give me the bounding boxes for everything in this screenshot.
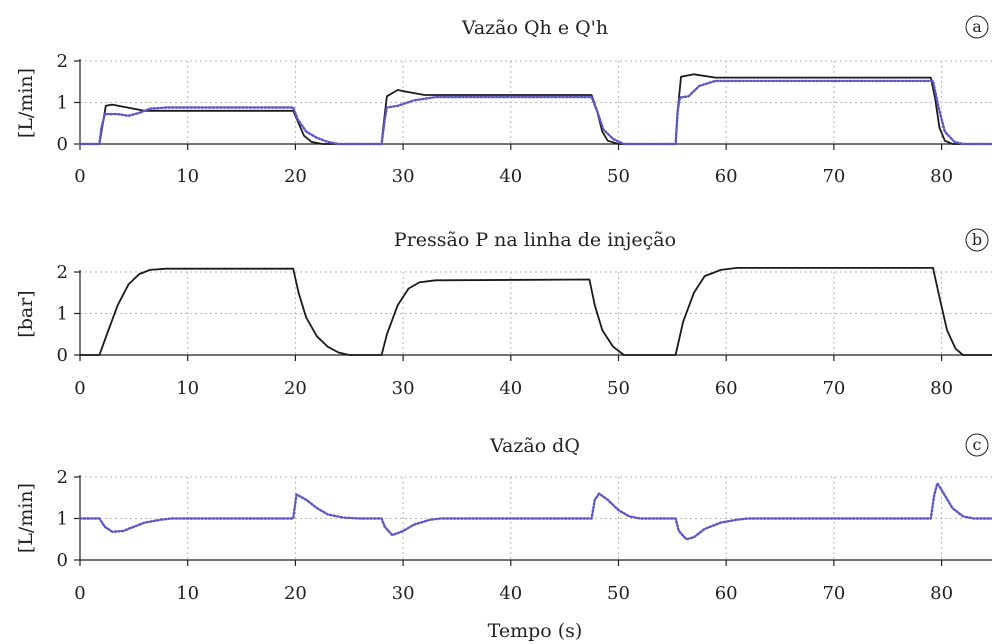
x-tick-label: 10 bbox=[176, 583, 199, 604]
x-tick-label: 20 bbox=[284, 583, 307, 604]
x-tick-label: 80 bbox=[930, 583, 953, 604]
panel-a-label: a bbox=[972, 17, 982, 36]
panel-b-label-badge: b bbox=[965, 228, 989, 252]
x-tick-label: 30 bbox=[392, 378, 415, 399]
panel-b-label-circle bbox=[965, 228, 989, 252]
panel-a-ylabel: [L/min] bbox=[15, 68, 37, 138]
x-tick-label: 60 bbox=[715, 583, 738, 604]
x-tick-label: 10 bbox=[176, 378, 199, 399]
x-tick-label: 70 bbox=[822, 583, 845, 604]
y-tick-label: 0 bbox=[57, 550, 68, 571]
x-tick-label: 0 bbox=[74, 583, 85, 604]
panel-c-ylabel: [L/min] bbox=[15, 483, 37, 553]
x-tick-label: 40 bbox=[499, 583, 522, 604]
x-tick-label: 70 bbox=[822, 378, 845, 399]
series-line-blue bbox=[78, 79, 992, 146]
x-tick-label: 10 bbox=[176, 166, 199, 187]
y-tick-label: 2 bbox=[57, 51, 68, 72]
panel-b-label: b bbox=[972, 230, 982, 249]
x-tick-label: 40 bbox=[499, 378, 522, 399]
series-line-blue bbox=[78, 482, 992, 541]
panel-a-label-badge: a bbox=[965, 15, 989, 39]
x-tick-label: 50 bbox=[607, 166, 630, 187]
panel-b-title: Pressão P na linha de injeção bbox=[394, 229, 676, 251]
y-tick-label: 2 bbox=[57, 262, 68, 283]
x-tick-label: 70 bbox=[822, 166, 845, 187]
x-tick-label: 0 bbox=[74, 166, 85, 187]
panel-b-ylabel: [bar] bbox=[15, 290, 37, 337]
panel-b: Pressão P na linha de injeção b [bar] 0 1… bbox=[15, 228, 992, 399]
panel-a-title: Vazão Qh e Q'h bbox=[461, 17, 608, 39]
x-tick-label: 60 bbox=[715, 166, 738, 187]
panel-c-label-badge: c bbox=[965, 433, 989, 457]
x-tick-label: 80 bbox=[930, 166, 953, 187]
x-tick-label: 40 bbox=[499, 166, 522, 187]
panel-c-label: c bbox=[973, 435, 982, 454]
y-tick-label: 0 bbox=[57, 134, 68, 155]
x-tick-label: 50 bbox=[607, 378, 630, 399]
panel-c-label-circle bbox=[965, 433, 989, 457]
y-tick-label: 1 bbox=[57, 93, 68, 114]
x-tick-label: 80 bbox=[930, 378, 953, 399]
x-tick-label: 20 bbox=[284, 166, 307, 187]
x-tick-label: 60 bbox=[715, 378, 738, 399]
x-tick-label: 20 bbox=[284, 378, 307, 399]
x-tick-label: 30 bbox=[392, 166, 415, 187]
y-tick-label: 2 bbox=[57, 467, 68, 488]
series-line-black bbox=[79, 267, 992, 356]
x-tick-label: 30 bbox=[392, 583, 415, 604]
x-axis-label: Tempo (s) bbox=[488, 620, 583, 642]
y-tick-label: 0 bbox=[57, 345, 68, 366]
y-tick-label: 1 bbox=[57, 304, 68, 325]
x-tick-label: 0 bbox=[74, 378, 85, 399]
y-tick-label: 1 bbox=[57, 509, 68, 530]
panel-c-title: Vazão dQ bbox=[489, 435, 580, 457]
series-line-black bbox=[79, 73, 992, 145]
x-tick-label: 50 bbox=[607, 583, 630, 604]
panel-a-label-circle bbox=[965, 15, 989, 39]
